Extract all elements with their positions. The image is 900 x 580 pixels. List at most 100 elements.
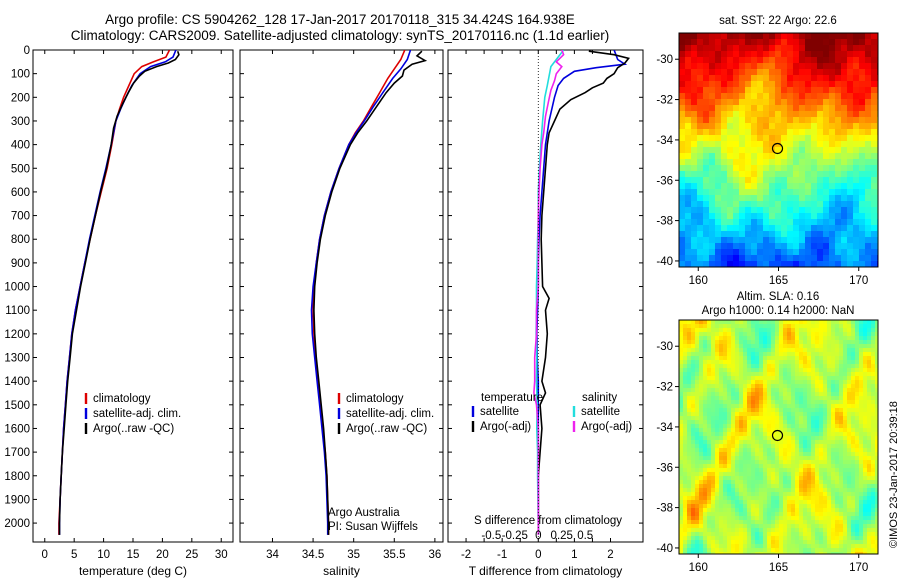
map-cell: [811, 492, 816, 497]
map-cell: [875, 516, 878, 521]
header: Argo profile: CS 5904262_128 17-Jan-2017…: [40, 12, 640, 44]
map-cell: [783, 460, 788, 465]
map-cell: [865, 177, 872, 184]
map-cell: [685, 153, 692, 160]
map-cell: [733, 93, 740, 100]
map-cell: [823, 195, 830, 202]
map-cell: [751, 440, 756, 445]
map-cell: [731, 376, 736, 381]
map-cell: [727, 183, 734, 190]
map-cell: [685, 207, 692, 214]
map-cell: [811, 360, 816, 365]
map-cell: [727, 532, 732, 537]
map-cell: [859, 540, 864, 545]
map-cell: [867, 484, 872, 489]
map-cell: [847, 428, 852, 433]
map-cell: [835, 171, 842, 178]
map-cell: [751, 492, 756, 497]
map-cell: [731, 504, 736, 509]
map-cell: [795, 544, 800, 549]
map-cell: [843, 392, 848, 397]
map-cell: [787, 544, 792, 549]
map-cell: [735, 440, 740, 445]
map-cell: [735, 520, 740, 525]
map-cell: [769, 225, 776, 232]
map-cell: [709, 195, 716, 202]
map-cell: [703, 404, 708, 409]
map-cell: [739, 33, 746, 40]
map-cell: [733, 219, 740, 226]
map-cell: [743, 504, 748, 509]
map-cell: [835, 524, 840, 529]
map-cell: [751, 111, 758, 118]
map-cell: [865, 99, 872, 106]
map-cell: [711, 500, 716, 505]
map-cell: [843, 352, 848, 357]
map-cell: [679, 468, 684, 473]
map-cell: [735, 412, 740, 417]
map-cell: [791, 484, 796, 489]
map-cell: [747, 364, 752, 369]
map-cell: [747, 456, 752, 461]
map-cell: [767, 404, 772, 409]
map-cell: [775, 356, 780, 361]
map-cell: [739, 117, 746, 124]
map-cell: [755, 528, 760, 533]
map-cell: [791, 388, 796, 393]
map-cell: [783, 516, 788, 521]
map-cell: [711, 460, 716, 465]
map-cell: [727, 129, 734, 136]
map-cell: [751, 376, 756, 381]
map-cell: [875, 392, 878, 397]
map-cell: [723, 492, 728, 497]
map-cell: [819, 376, 824, 381]
map-cell: [715, 484, 720, 489]
map-cell: [747, 448, 752, 453]
map-cell: [859, 336, 864, 341]
map-cell: [863, 384, 868, 389]
map-cell: [807, 552, 812, 554]
map-cell: [781, 87, 788, 94]
map-cell: [769, 153, 776, 160]
map-cell: [763, 147, 770, 154]
map-cell: [711, 328, 716, 333]
map-cell: [685, 99, 692, 106]
map-cell: [835, 376, 840, 381]
map-cell: [855, 520, 860, 525]
map-cell: [703, 444, 708, 449]
map-cell: [839, 368, 844, 373]
map-cell: [811, 249, 818, 256]
map-cell: [679, 183, 686, 190]
map-cell: [799, 384, 804, 389]
map-cell: [723, 448, 728, 453]
legend-label: climatology: [346, 393, 404, 405]
map-cell: [715, 249, 722, 256]
map-cell: [847, 69, 854, 76]
map-cell: [723, 344, 728, 349]
map-cell: [769, 75, 776, 82]
map-cell: [779, 364, 784, 369]
map-cell: [779, 380, 784, 385]
map-cell: [715, 87, 722, 94]
map-cell: [763, 111, 770, 118]
map-cell: [775, 496, 780, 501]
map-cell: [805, 237, 812, 244]
map-cell: [799, 496, 804, 501]
map-cell: [859, 420, 864, 425]
map-cell: [799, 540, 804, 545]
map-cell: [691, 225, 698, 232]
map-cell: [703, 476, 708, 481]
legend-label: satellite: [581, 406, 620, 418]
map-cell: [787, 372, 792, 377]
map-cell: [793, 57, 800, 64]
map-cell: [707, 476, 712, 481]
map-cell: [731, 448, 736, 453]
map-cell: [827, 380, 832, 385]
map-cell: [831, 424, 836, 429]
map-cell: [745, 165, 752, 172]
map-cell: [805, 123, 812, 130]
map-cell: [769, 195, 776, 202]
map-cell: [757, 135, 764, 142]
map-cell: [867, 528, 872, 533]
sst-map-cells: [679, 33, 878, 267]
